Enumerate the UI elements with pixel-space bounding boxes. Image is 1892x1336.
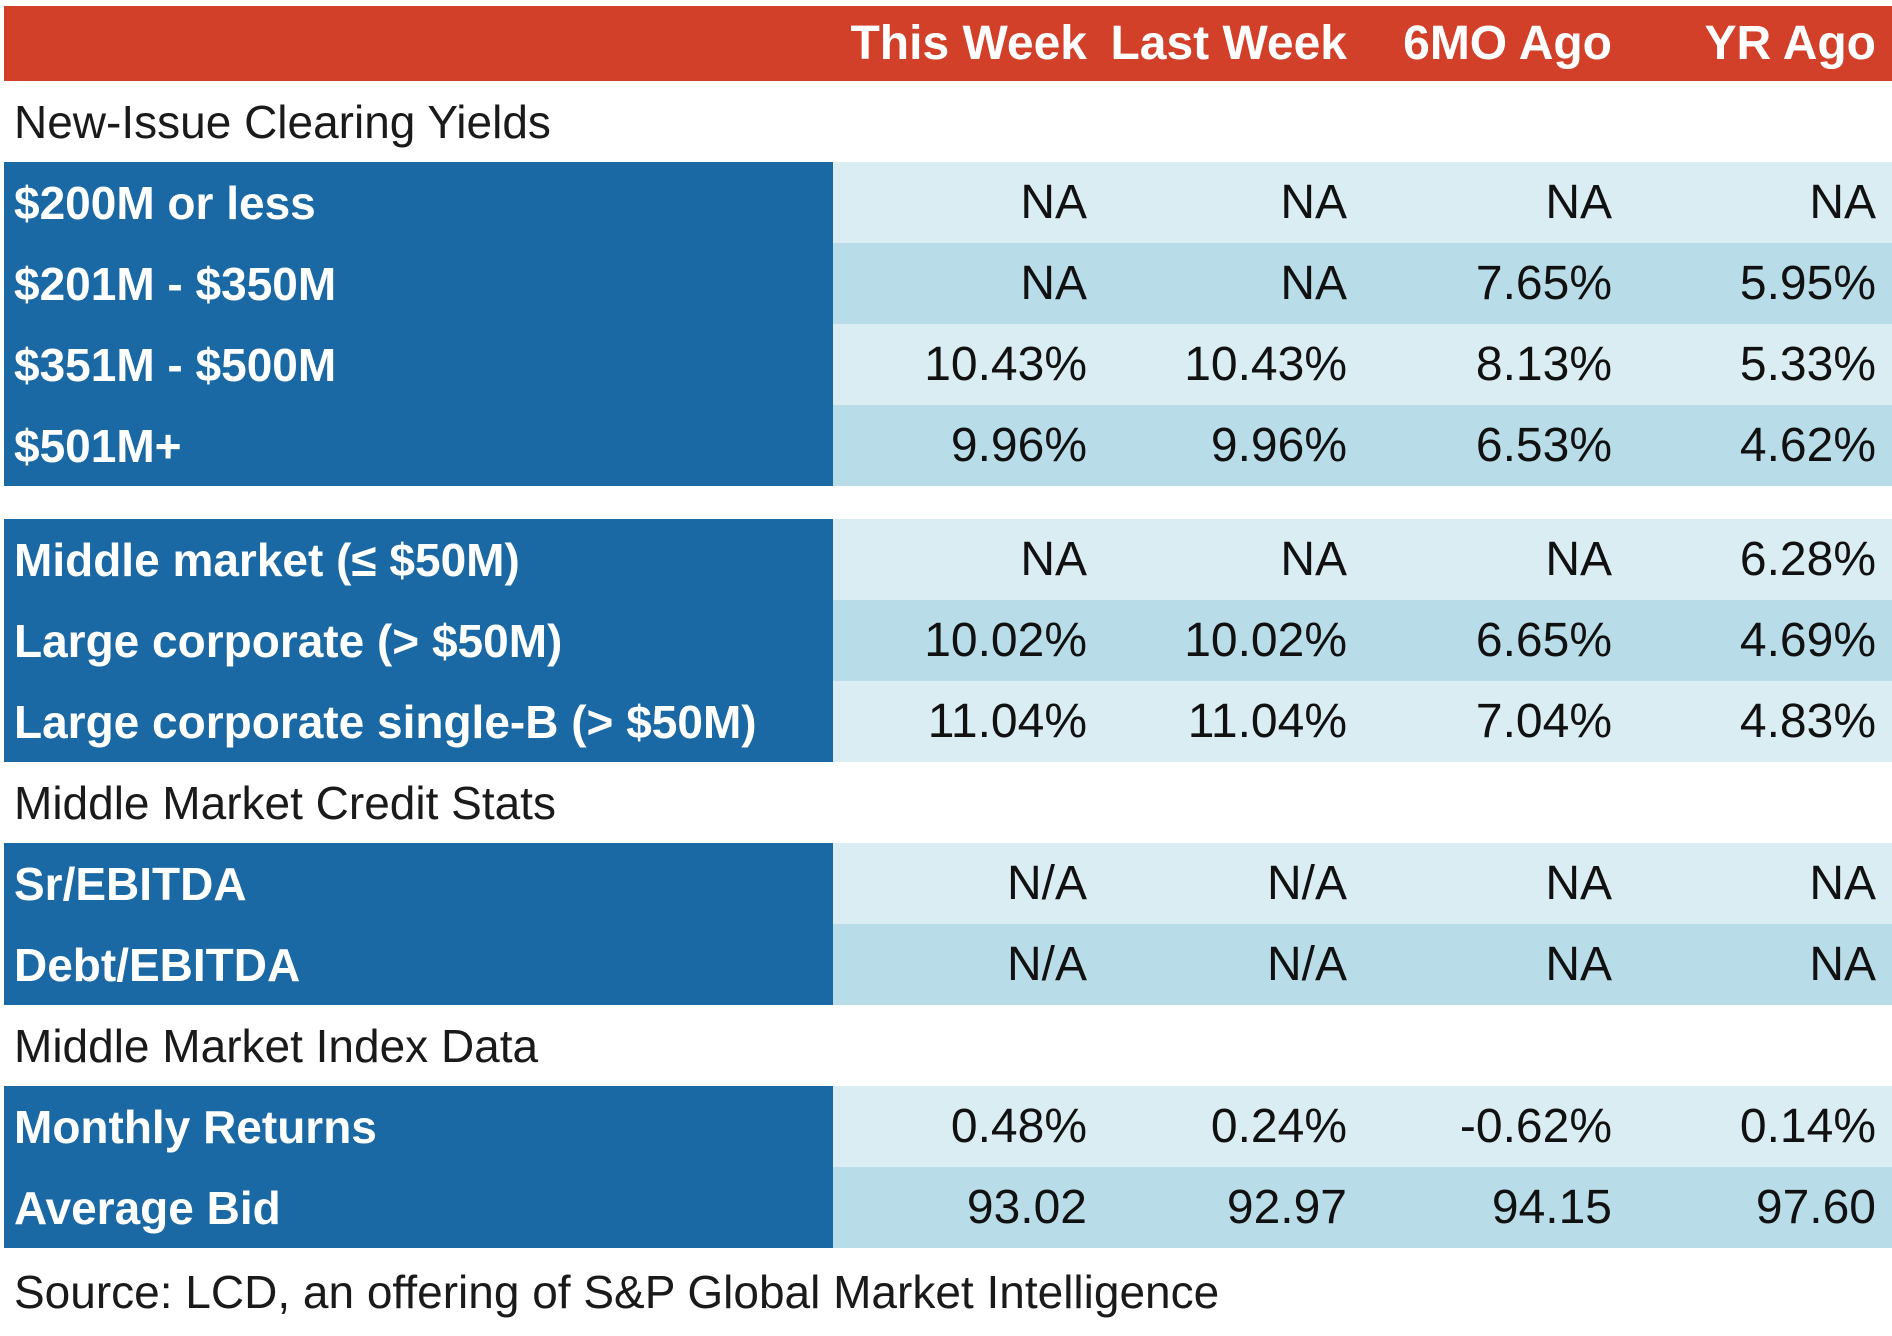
cell-last-week: 11.04% xyxy=(1187,695,1347,748)
cell-last-week: N/A xyxy=(1266,857,1347,910)
table-row: Average Bid 93.02 92.97 94.15 97.60 xyxy=(4,1167,1892,1248)
cell-yr-ago: NA xyxy=(1809,857,1876,910)
cell-this-week: NA xyxy=(1020,533,1087,586)
cell-yr-ago: 6.28% xyxy=(1739,533,1876,586)
section-title: Middle Market Index Data xyxy=(4,1005,1892,1086)
row-label: $351M - $500M xyxy=(4,324,833,405)
cell-6mo-ago: NA xyxy=(1545,938,1612,991)
row-label: Middle market (≤ $50M) xyxy=(4,519,833,600)
table-body: New-Issue Clearing Yields $200M or less NA… xyxy=(4,81,1892,1248)
row-label: $501M+ xyxy=(4,405,833,486)
table-row: $201M - $350M NA NA 7.65% 5.95% xyxy=(4,243,1892,324)
table-row: Debt/EBITDA N/A N/A NA NA xyxy=(4,924,1892,1005)
cell-yr-ago: 97.60 xyxy=(1755,1181,1876,1234)
column-header-yr-ago: YR Ago xyxy=(1704,17,1876,70)
cell-6mo-ago: 6.65% xyxy=(1475,614,1612,667)
cell-this-week: 0.48% xyxy=(950,1100,1087,1153)
table-row: $351M - $500M 10.43% 10.43% 8.13% 5.33% xyxy=(4,324,1892,405)
cell-yr-ago: 0.14% xyxy=(1739,1100,1876,1153)
column-header-last-week: Last Week xyxy=(1110,17,1347,70)
cell-yr-ago: NA xyxy=(1809,938,1876,991)
cell-6mo-ago: NA xyxy=(1545,857,1612,910)
section-title: Middle Market Credit Stats xyxy=(4,762,1892,843)
table-row: Monthly Returns 0.48% 0.24% -0.62% 0.14% xyxy=(4,1086,1892,1167)
cell-this-week: N/A xyxy=(1006,857,1087,910)
cell-yr-ago: 4.69% xyxy=(1739,614,1876,667)
cell-yr-ago: 5.33% xyxy=(1739,338,1876,391)
cell-this-week: 10.02% xyxy=(924,614,1087,667)
cell-last-week: 92.97 xyxy=(1226,1181,1347,1234)
header-corner xyxy=(4,6,833,81)
cell-last-week: 0.24% xyxy=(1210,1100,1347,1153)
row-label: Monthly Returns xyxy=(4,1086,833,1167)
cell-this-week: NA xyxy=(1020,176,1087,229)
cell-this-week: N/A xyxy=(1006,938,1087,991)
cell-last-week: 9.96% xyxy=(1210,419,1347,472)
section-title: New-Issue Clearing Yields xyxy=(4,81,1892,162)
table-row: Sr/EBITDA N/A N/A NA NA xyxy=(4,843,1892,924)
table-row: Large corporate (> $50M) 10.02% 10.02% 6.65… xyxy=(4,600,1892,681)
row-label: $200M or less xyxy=(4,162,833,243)
table-row: Middle market (≤ $50M) NA NA NA 6.28% xyxy=(4,519,1892,600)
cell-6mo-ago: 7.65% xyxy=(1475,257,1612,310)
cell-6mo-ago: 94.15 xyxy=(1491,1181,1612,1234)
cell-this-week: 9.96% xyxy=(950,419,1087,472)
cell-last-week: 10.43% xyxy=(1184,338,1347,391)
cell-yr-ago: 4.83% xyxy=(1739,695,1876,748)
cell-this-week: NA xyxy=(1020,257,1087,310)
cell-6mo-ago: 8.13% xyxy=(1475,338,1612,391)
cell-6mo-ago: NA xyxy=(1545,176,1612,229)
table-row: Large corporate single-B (> $50M) 11.04% 1… xyxy=(4,681,1892,762)
cell-yr-ago: NA xyxy=(1809,176,1876,229)
row-label: Sr/EBITDA xyxy=(4,843,833,924)
cell-this-week: 11.04% xyxy=(927,695,1087,748)
row-label: Average Bid xyxy=(4,1167,833,1248)
cell-6mo-ago: NA xyxy=(1545,533,1612,586)
header-row: This Week Last Week 6MO Ago YR Ago xyxy=(4,6,1892,81)
cell-yr-ago: 4.62% xyxy=(1739,419,1876,472)
cell-last-week: N/A xyxy=(1266,938,1347,991)
column-header-this-week: This Week xyxy=(850,17,1087,70)
source-note: Source: LCD, an offering of S&P Global M… xyxy=(4,1248,1892,1336)
row-label: Debt/EBITDA xyxy=(4,924,833,1005)
column-header-6mo-ago: 6MO Ago xyxy=(1403,17,1612,70)
cell-last-week: 10.02% xyxy=(1184,614,1347,667)
cell-this-week: 10.43% xyxy=(924,338,1087,391)
cell-last-week: NA xyxy=(1280,533,1347,586)
section-spacer xyxy=(4,486,1892,519)
cell-6mo-ago: -0.62% xyxy=(1459,1100,1612,1153)
data-table: This Week Last Week 6MO Ago YR Ago New-I… xyxy=(4,6,1892,1336)
cell-yr-ago: 5.95% xyxy=(1739,257,1876,310)
cell-this-week: 93.02 xyxy=(966,1181,1087,1234)
table-row: $501M+ 9.96% 9.96% 6.53% 4.62% xyxy=(4,405,1892,486)
table-row: $200M or less NA NA NA NA xyxy=(4,162,1892,243)
cell-last-week: NA xyxy=(1280,257,1347,310)
row-label: Large corporate (> $50M) xyxy=(4,600,833,681)
cell-6mo-ago: 6.53% xyxy=(1475,419,1612,472)
row-label: $201M - $350M xyxy=(4,243,833,324)
cell-last-week: NA xyxy=(1280,176,1347,229)
cell-6mo-ago: 7.04% xyxy=(1475,695,1612,748)
row-label: Large corporate single-B (> $50M) xyxy=(4,681,833,762)
